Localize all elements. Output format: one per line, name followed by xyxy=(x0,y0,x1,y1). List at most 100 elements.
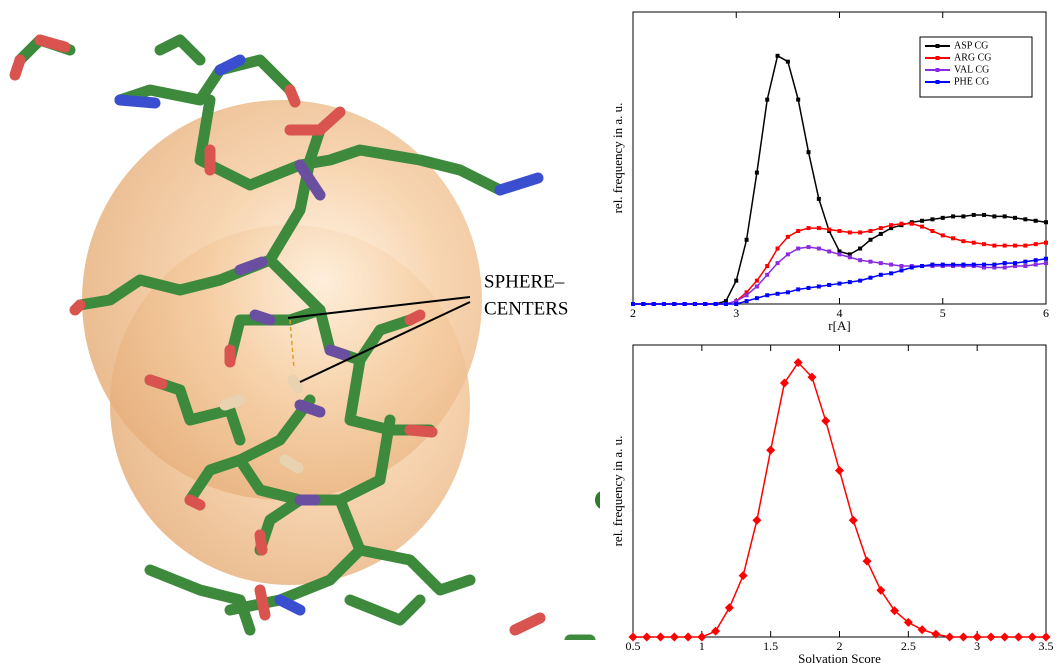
marker xyxy=(1003,244,1007,248)
chart: 23456r[A]rel. frequency in a. u.ASP CGAR… xyxy=(610,12,1049,333)
marker xyxy=(765,98,769,102)
legend-marker xyxy=(936,44,940,48)
marker xyxy=(1044,257,1048,261)
chart: 0.511.522.533.5Solvation Scorerel. frequ… xyxy=(610,345,1054,666)
x-tick-label: 6 xyxy=(1043,306,1049,320)
marker xyxy=(868,260,872,264)
marker xyxy=(1034,242,1038,246)
marker xyxy=(776,54,780,58)
marker xyxy=(724,302,728,306)
marker xyxy=(982,213,986,217)
legend-marker xyxy=(936,56,940,60)
marker xyxy=(631,302,635,306)
x-tick-label: 2.5 xyxy=(901,639,916,653)
marker xyxy=(889,223,893,227)
marker xyxy=(838,282,842,286)
marker xyxy=(807,286,811,290)
marker xyxy=(961,239,965,243)
marker xyxy=(656,633,665,642)
marker xyxy=(796,98,800,102)
marker xyxy=(992,214,996,218)
marker xyxy=(755,284,759,288)
marker xyxy=(848,280,852,284)
marker xyxy=(670,633,679,642)
figure: SPHERE– CENTERS 23456r[A]rel. frequency … xyxy=(0,0,1059,669)
marker xyxy=(817,284,821,288)
marker xyxy=(776,261,780,265)
marker xyxy=(765,273,769,277)
marker xyxy=(641,302,645,306)
marker xyxy=(982,263,986,267)
marker xyxy=(821,416,830,425)
legend-marker xyxy=(936,80,940,84)
x-axis-label: r[A] xyxy=(828,318,850,333)
marker xyxy=(972,263,976,267)
legend-label: VAL CG xyxy=(954,64,989,75)
marker xyxy=(959,633,968,642)
marker xyxy=(858,230,862,234)
marker xyxy=(1003,261,1007,265)
marker xyxy=(972,241,976,245)
marker xyxy=(786,252,790,256)
marker xyxy=(910,222,914,226)
marker xyxy=(827,283,831,287)
marker xyxy=(1023,244,1027,248)
marker xyxy=(1003,214,1007,218)
marker xyxy=(930,263,934,267)
marker xyxy=(889,271,893,275)
marker xyxy=(879,261,883,265)
legend-marker xyxy=(936,68,940,72)
marker xyxy=(662,302,666,306)
marker xyxy=(1013,216,1017,220)
marker xyxy=(796,247,800,251)
marker xyxy=(827,228,831,232)
marker xyxy=(672,302,676,306)
marker xyxy=(838,252,842,256)
marker xyxy=(1003,266,1007,270)
marker xyxy=(899,264,903,268)
annotation-text: CENTERS xyxy=(484,298,568,319)
marker xyxy=(992,244,996,248)
marker xyxy=(827,249,831,253)
marker xyxy=(807,226,811,230)
marker xyxy=(817,197,821,201)
legend-label: ASP CG xyxy=(954,40,988,51)
marker xyxy=(807,150,811,154)
marker xyxy=(734,279,738,283)
marker xyxy=(796,287,800,291)
marker xyxy=(961,263,965,267)
x-tick-label: 2 xyxy=(630,306,636,320)
marker xyxy=(899,268,903,272)
marker xyxy=(941,233,945,237)
marker xyxy=(920,264,924,268)
marker xyxy=(848,230,852,234)
marker xyxy=(1023,264,1027,268)
marker xyxy=(941,216,945,220)
marker xyxy=(766,446,775,455)
marker xyxy=(889,263,893,267)
marker xyxy=(1034,263,1038,267)
marker xyxy=(1023,260,1027,264)
marker xyxy=(868,276,872,280)
y-axis-label: rel. frequency in a. u. xyxy=(610,103,625,214)
marker xyxy=(780,378,789,387)
marker xyxy=(745,293,749,297)
marker xyxy=(899,222,903,226)
x-tick-label: 1.5 xyxy=(763,639,778,653)
marker xyxy=(1028,633,1037,642)
marker xyxy=(945,633,954,642)
legend-label: ARG CG xyxy=(954,52,992,63)
marker xyxy=(1000,633,1009,642)
marker xyxy=(920,225,924,229)
marker xyxy=(745,299,749,303)
marker xyxy=(918,625,927,634)
marker xyxy=(951,263,955,267)
marker xyxy=(879,226,883,230)
marker xyxy=(858,279,862,283)
marker xyxy=(642,633,651,642)
marker xyxy=(786,290,790,294)
marker xyxy=(876,586,885,595)
marker xyxy=(838,229,842,233)
annotation-text: SPHERE– xyxy=(484,271,565,292)
marker xyxy=(734,302,738,306)
